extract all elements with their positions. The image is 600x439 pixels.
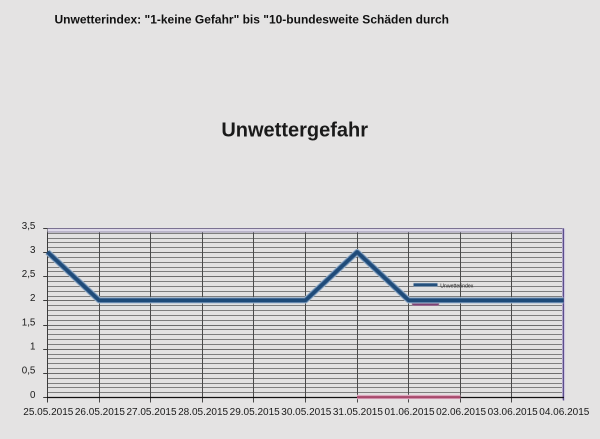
svg-text:2: 2 bbox=[30, 293, 35, 304]
svg-text:0: 0 bbox=[30, 390, 36, 401]
svg-text:04.06.2015: 04.06.2015 bbox=[539, 407, 589, 418]
svg-text:1,5: 1,5 bbox=[22, 317, 36, 328]
svg-text:3,5: 3,5 bbox=[22, 221, 36, 232]
svg-text:29.05.2015: 29.05.2015 bbox=[230, 407, 280, 418]
svg-text:2,5: 2,5 bbox=[22, 269, 36, 280]
svg-text:28.05.2015: 28.05.2015 bbox=[178, 407, 228, 418]
svg-text:Unwettergefahr: Unwettergefahr bbox=[221, 120, 368, 142]
svg-text:0,5: 0,5 bbox=[22, 366, 36, 377]
svg-text:27.05.2015: 27.05.2015 bbox=[126, 407, 176, 418]
svg-text:1: 1 bbox=[30, 342, 35, 353]
svg-text:Unwetterindex: "1-keine Gefahr: Unwetterindex: "1-keine Gefahr" bis "10-… bbox=[55, 13, 450, 27]
svg-text:3: 3 bbox=[30, 245, 36, 256]
svg-text:03.06.2015: 03.06.2015 bbox=[488, 407, 538, 418]
svg-text:Unwetterindex: Unwetterindex bbox=[440, 284, 474, 290]
svg-text:25.05.2015: 25.05.2015 bbox=[23, 407, 73, 418]
svg-text:30.05.2015: 30.05.2015 bbox=[281, 407, 331, 418]
svg-text:31.05.2015: 31.05.2015 bbox=[333, 407, 383, 418]
svg-text:26.05.2015: 26.05.2015 bbox=[75, 407, 125, 418]
svg-text:01.06.2015: 01.06.2015 bbox=[384, 407, 434, 418]
svg-text:02.06.2015: 02.06.2015 bbox=[436, 407, 486, 418]
